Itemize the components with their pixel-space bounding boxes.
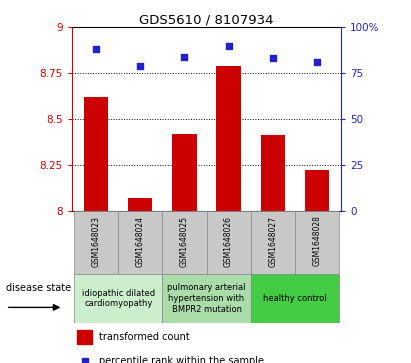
Point (93, 46, 99, 52)
Point (314, 59, 320, 65)
Point (270, 56, 276, 61)
Bar (251, 211, 295, 274)
Point (81, 358, 88, 363)
Text: disease state: disease state (6, 283, 71, 293)
Text: percentile rank within the sample: percentile rank within the sample (99, 356, 264, 363)
Bar (162, 274, 251, 323)
Text: GSM1648026: GSM1648026 (224, 216, 233, 266)
Point (225, 42, 232, 48)
Text: transformed count: transformed count (99, 332, 189, 342)
Point (181, 54, 188, 60)
Text: GSM1648028: GSM1648028 (312, 216, 321, 266)
Text: GSM1648027: GSM1648027 (268, 216, 277, 266)
Bar (261, 135, 285, 211)
Bar (74, 274, 162, 323)
Text: idiopathic dilated
cardiomyopathy: idiopathic dilated cardiomyopathy (82, 289, 155, 309)
Bar (162, 211, 206, 274)
Text: GSM1648023: GSM1648023 (92, 216, 101, 266)
Bar (295, 211, 339, 274)
Bar (172, 134, 196, 211)
Text: pulmonary arterial
hypertension with
BMPR2 mutation: pulmonary arterial hypertension with BMP… (167, 283, 246, 314)
Bar (84, 97, 109, 211)
Bar (217, 66, 241, 211)
Bar (206, 211, 251, 274)
Bar (305, 170, 329, 211)
Bar (77, 330, 92, 344)
Bar (128, 198, 152, 211)
Text: healthy control: healthy control (263, 294, 327, 303)
Text: GSM1648024: GSM1648024 (136, 216, 145, 266)
Bar (74, 211, 118, 274)
Title: GDS5610 / 8107934: GDS5610 / 8107934 (139, 13, 274, 26)
Bar (118, 211, 162, 274)
Text: GSM1648025: GSM1648025 (180, 216, 189, 266)
Bar (251, 274, 339, 323)
Point (137, 63, 143, 69)
